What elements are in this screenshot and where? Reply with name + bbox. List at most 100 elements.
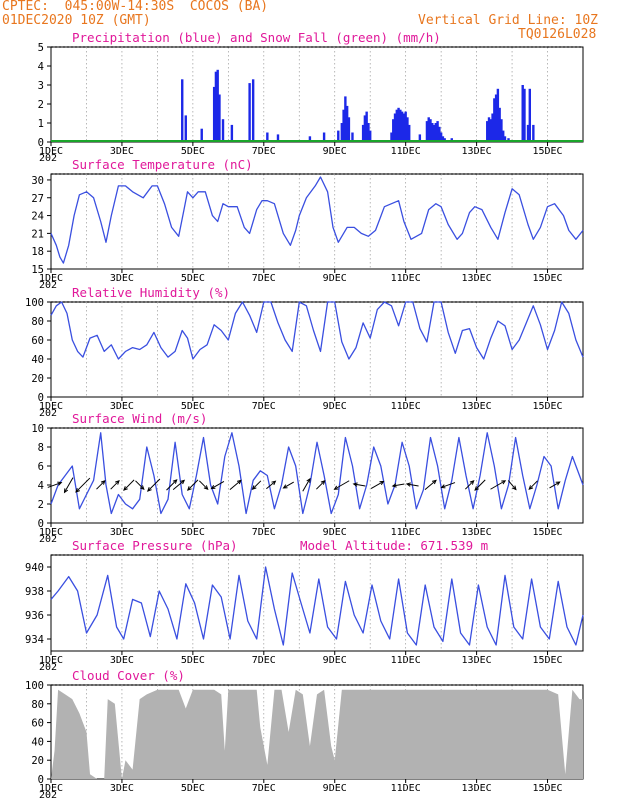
x-tick-label: 5DEC [181,527,205,538]
y-tick-label: 18 [31,246,44,258]
panel-frame [50,554,584,652]
wind-arrowhead [282,484,288,489]
wind-arrowhead [333,485,339,490]
x-tick-label: 5DEC [181,146,205,157]
wind-vector [392,483,405,487]
precip-bar [498,107,501,142]
wind-arrowhead [528,485,534,491]
wind-arrowhead [555,481,561,486]
wind-arrowhead [210,485,216,490]
wind-vector [406,483,419,487]
y-tick-label: 60 [31,718,44,730]
panel-6: 0 20 40 60 80 100 1DEC 3DEC 5DEC 7DEC 9DEC 11DEC 13D… [25,668,584,800]
precip-bar [503,136,507,142]
x-tick-label: 1DEC [39,655,63,666]
series-line [50,301,584,360]
wind-arrowhead [512,485,517,491]
precip-bar [200,128,203,142]
wind-arrowhead [271,480,277,486]
precip-bar [425,121,429,142]
wind-arrowhead [352,482,358,487]
panel-1: 0 1 2 3 4 5 1DEC 3DEC 5DEC 7DEC 9DEC 11DEC 13DEC 15DE… [38,30,584,164]
panel-title: Surface Wind (m/s) [72,411,207,426]
precip-bar [402,113,406,142]
panel-2: 15 18 21 24 27 30 1DEC 3DEC 5DEC 7DEC 9DEC 11DEC 13D… [31,157,584,291]
y-tick-label: 100 [25,297,44,309]
y-tick-label: 934 [25,634,44,646]
wind-arrowhead [123,486,128,491]
x-tick-label: 13DEC [462,401,492,412]
wind-vector [135,480,145,490]
y-tick-label: 936 [25,610,44,622]
y-tick-label: 4 [38,61,44,73]
precip-bar [523,88,526,142]
precip-bar [221,119,225,142]
header-model-code: TQ0126L028 [518,27,597,42]
wind-arrowhead [186,486,192,491]
y-tick-label: 6 [38,461,44,473]
wind-vector [283,481,294,489]
precip-bar [489,119,492,142]
precip-bar [367,123,370,142]
wind-arrowhead [146,487,152,492]
wind-arrowhead [100,479,106,485]
precip-bar [369,130,372,142]
precip-bar [276,134,280,142]
precip-bar [491,113,494,142]
x-tick-label: 13DEC [462,655,492,666]
panel-4: 0 2 4 6 8 10 1DEC 3DEC 5DEC 7DEC 9DEC 11DEC 13DEC 15D… [31,411,584,545]
precip-bar [406,117,409,142]
y-tick-label: 20 [31,373,44,385]
x-tick-label: 15DEC [532,655,562,666]
precip-bar [494,94,498,142]
x-tick-label: 15DEC [532,401,562,412]
precip-bar [337,130,340,142]
y-tick-label: 5 [38,42,44,54]
wind-vector [370,480,384,490]
wind-vector [198,480,209,490]
wind-arrowhead [379,480,385,485]
wind-vector [147,478,161,492]
wind-vector [123,479,135,491]
y-tick-label: 0 [38,392,44,404]
wind-vector [187,479,199,491]
x-year-label: 202 [39,153,57,164]
wind-vector [549,481,560,489]
precip-bar [218,94,221,142]
precip-bar [486,121,489,142]
x-tick-label: 5DEC [181,401,205,412]
y-tick-label: 60 [31,335,44,347]
y-tick-label: 15 [31,264,44,276]
x-tick-label: 5DEC [181,655,205,666]
precip-bar [434,123,438,142]
precip-bar [500,119,503,142]
precip-bar [400,111,404,142]
y-tick-label: 80 [31,699,44,711]
x-tick-label: 3DEC [110,273,134,284]
precip-bar [181,79,184,142]
x-tick-label: 7DEC [252,783,276,794]
wind-arrowhead [405,482,411,487]
precip-bar [418,134,422,142]
y-tick-label: 80 [31,316,44,328]
precip-bar [214,71,218,142]
x-tick-label: 1DEC [39,783,63,794]
x-tick-label: 1DEC [39,527,63,538]
wind-arrowhead [115,479,120,485]
wind-arrowhead [440,484,446,489]
cloud-cover-area [51,689,583,779]
wind-vector [474,479,486,491]
panel-frame [50,301,584,398]
series-line [50,566,584,646]
x-tick-label: 7DEC [252,273,276,284]
wind-arrowhead [469,479,475,485]
wind-vector [424,479,437,491]
x-tick-label: 3DEC [110,783,134,794]
precip-bar [408,124,411,142]
x-tick-label: 9DEC [323,146,347,157]
wind-vector [464,480,475,490]
precip-bar [438,126,441,142]
precip-bar [266,132,269,142]
wind-vector [353,483,366,487]
